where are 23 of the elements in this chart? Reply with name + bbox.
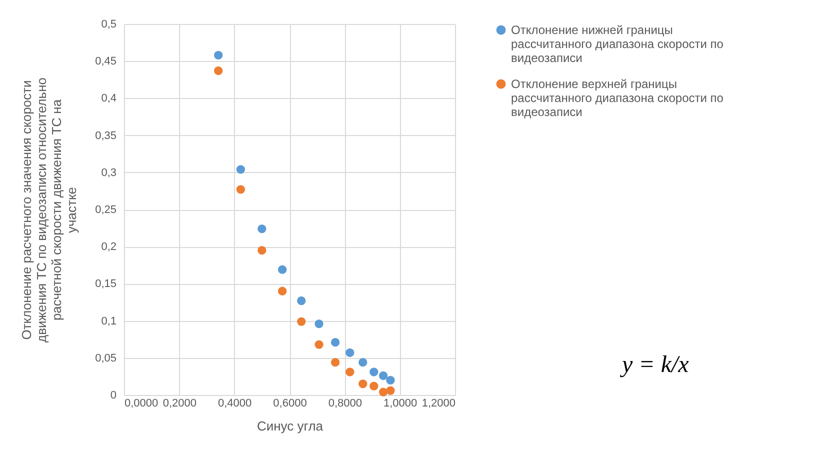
x-tick-label: 0,0000	[124, 398, 158, 410]
x-tick-label: 1,0000	[384, 398, 418, 410]
x-tick-label: 0,4000	[218, 398, 252, 410]
y-axis-title: Отклонение расчетного значения скорости движения ТС по видеозаписи относительно расчетной скорости движения ТС на участке	[19, 78, 80, 342]
y-tick-label: 0,5	[101, 18, 116, 30]
x-tick-label: 0,2000	[162, 398, 196, 410]
legend-label: Отклонение верхней границы рассчитанного диапазона скорости по видеозаписи	[511, 77, 724, 119]
x-tick-label: 0,6000	[273, 398, 307, 410]
text: y = k/x	[622, 352, 689, 379]
x-tick-label: 0,8000	[328, 398, 362, 410]
legend-label: Отклонение нижней границы рассчитанного диапазона скорости по видеозаписи	[511, 23, 724, 65]
y-tick-label: 0,2	[101, 241, 116, 254]
y-tick-label: 0,45	[95, 56, 116, 68]
y-tick-label: 0,4	[101, 92, 116, 105]
y-tick-label: 0	[110, 390, 116, 402]
y-tick-label: 0,15	[95, 278, 116, 290]
y-tick-label: 0,25	[95, 204, 116, 216]
y-tick-label: 0,1	[101, 315, 116, 328]
y-tick-label: 0,35	[95, 130, 116, 142]
x-tick-label: 1,2000	[422, 398, 456, 410]
y-tick-label: 0,05	[95, 352, 116, 364]
x-axis-title: Синус угла	[256, 418, 324, 434]
y-tick-label: 0,3	[101, 166, 116, 179]
